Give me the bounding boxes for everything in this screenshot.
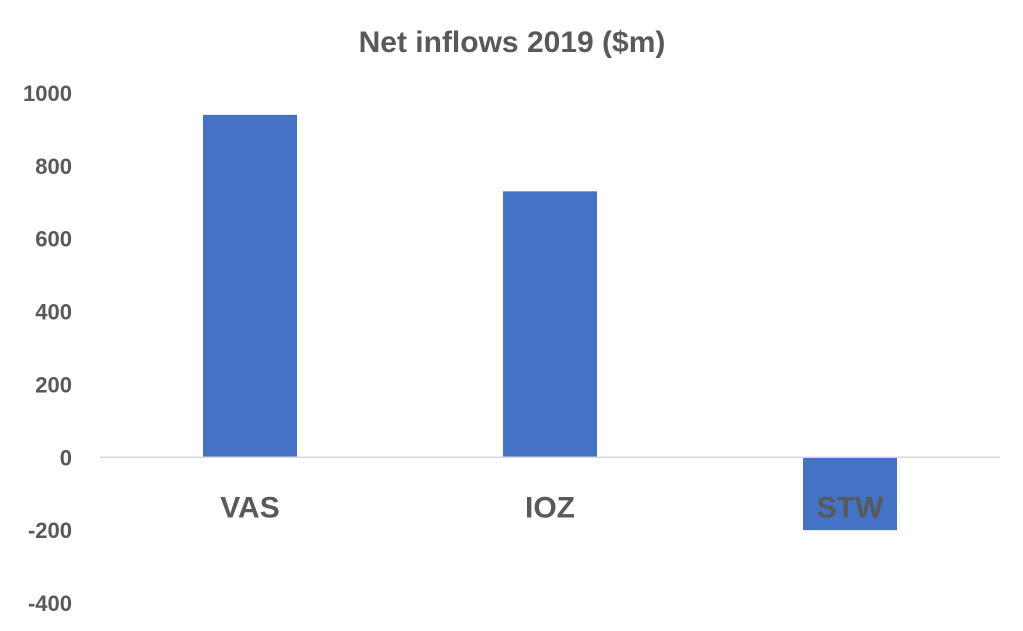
y-tick-label: 800	[35, 154, 72, 179]
y-tick-label: 600	[35, 227, 72, 252]
y-axis-ticks: 1000 800 600 400 200 0 -200 -400	[23, 81, 72, 616]
category-label-stw: STW	[817, 491, 884, 524]
y-tick-label: 400	[35, 300, 72, 325]
bar-stw	[803, 457, 897, 531]
category-label-ioz: IOZ	[525, 491, 575, 524]
bar-vas	[203, 114, 297, 458]
bars	[203, 114, 897, 531]
y-tick-label: 200	[35, 372, 72, 397]
y-tick-label: -200	[28, 518, 72, 543]
category-label-vas: VAS	[220, 491, 279, 524]
y-tick-label: -400	[28, 591, 72, 616]
y-tick-label: 0	[60, 445, 72, 470]
category-labels: VAS IOZ STW	[220, 491, 884, 524]
y-tick-label: 1000	[23, 81, 72, 106]
bar-ioz	[503, 191, 597, 458]
chart-title: Net inflows 2019 ($m)	[359, 26, 666, 59]
